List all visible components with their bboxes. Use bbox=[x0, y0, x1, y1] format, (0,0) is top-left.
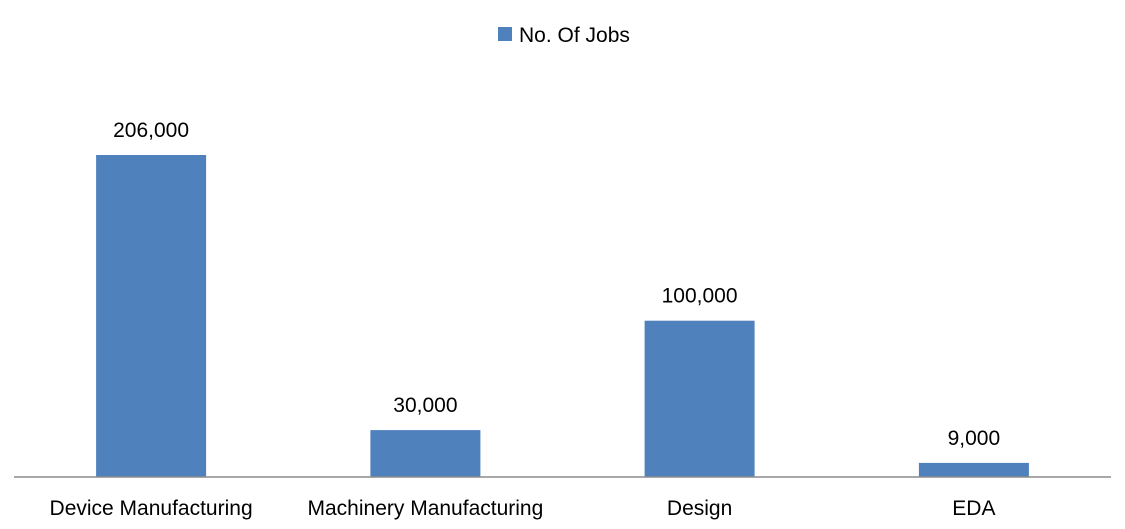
x-tick-label-device-manufacturing: Device Manufacturing bbox=[50, 497, 253, 520]
bar-design bbox=[644, 320, 755, 477]
bar-machinery-manufacturing bbox=[370, 430, 481, 477]
bars-group bbox=[96, 155, 1029, 477]
data-label-eda: 9,000 bbox=[948, 427, 1001, 450]
legend-swatch bbox=[498, 27, 512, 41]
legend: No. Of Jobs bbox=[498, 24, 630, 47]
data-label-device-manufacturing: 206,000 bbox=[113, 119, 189, 142]
data-label-machinery-manufacturing: 30,000 bbox=[393, 394, 457, 417]
x-tick-label-machinery-manufacturing: Machinery Manufacturing bbox=[308, 497, 544, 520]
data-label-design: 100,000 bbox=[662, 285, 738, 308]
data-labels-group: 206,000 30,000 100,000 9,000 bbox=[113, 119, 1000, 450]
legend-label: No. Of Jobs bbox=[519, 24, 630, 47]
x-tick-label-eda: EDA bbox=[952, 497, 995, 520]
x-tick-labels-group: Device Manufacturing Machinery Manufactur… bbox=[50, 497, 996, 520]
bar-eda bbox=[918, 462, 1029, 477]
bar-device-manufacturing bbox=[96, 155, 207, 477]
x-tick-label-design: Design bbox=[667, 497, 732, 520]
